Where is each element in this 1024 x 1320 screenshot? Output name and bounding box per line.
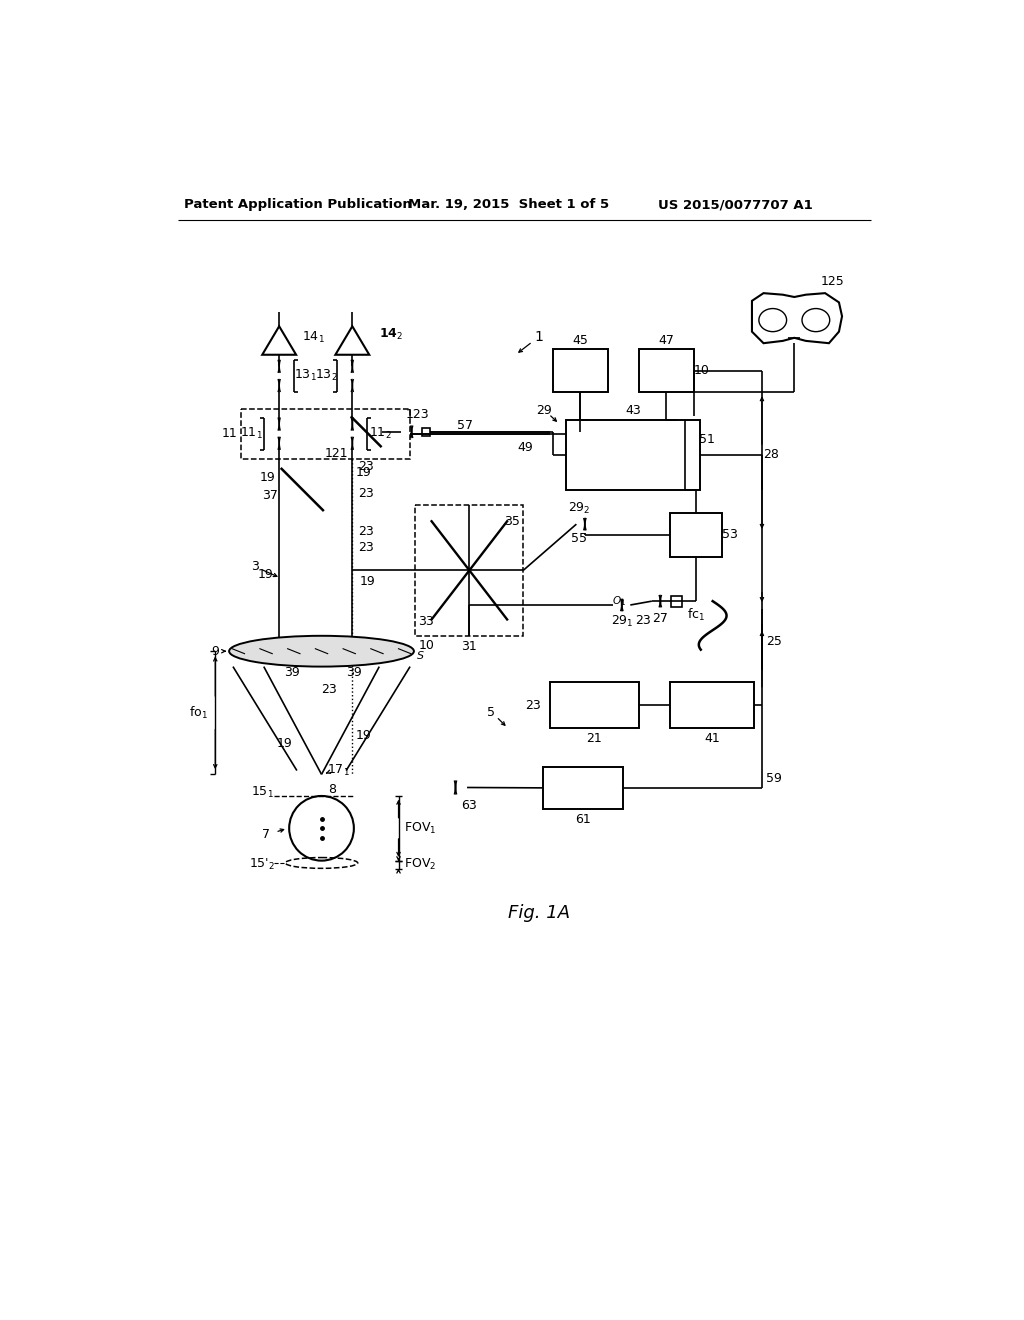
Text: Patent Application Publication: Patent Application Publication [184,198,413,211]
Text: 47: 47 [658,334,675,347]
Text: 125: 125 [821,275,845,288]
Bar [416,506,523,636]
Bar [543,767,624,809]
Text: 43: 43 [625,404,641,417]
Text: 19: 19 [257,568,273,581]
Text: 10: 10 [418,639,434,652]
Text: 11: 11 [222,428,238,440]
Text: 23: 23 [358,459,374,473]
Text: 7: 7 [262,828,270,841]
Text: 37: 37 [262,490,278,502]
Text: 15$_1$: 15$_1$ [251,784,273,800]
Text: 27: 27 [652,611,669,624]
Text: 39: 39 [285,667,300,680]
Text: 5: 5 [487,706,495,719]
Text: 28: 28 [763,449,779,462]
Text: 10: 10 [694,364,710,378]
Text: 25: 25 [766,635,782,648]
Text: 13$_1$: 13$_1$ [294,368,316,384]
Text: 14$_2$: 14$_2$ [379,326,402,342]
Bar [550,682,639,729]
Text: 11$_1$: 11$_1$ [240,426,263,441]
Text: US 2015/0077707 A1: US 2015/0077707 A1 [658,198,813,211]
Text: FOV$_2$: FOV$_2$ [403,857,436,873]
Text: Mar. 19, 2015  Sheet 1 of 5: Mar. 19, 2015 Sheet 1 of 5 [408,198,609,211]
Bar [422,428,430,436]
Text: 63: 63 [462,799,477,812]
Bar [670,512,722,557]
Text: 57: 57 [457,420,473,433]
Bar [671,595,682,607]
Text: 23: 23 [358,541,374,554]
Text: 123: 123 [406,408,430,421]
Text: O$_1$: O$_1$ [612,594,627,609]
Text: 41: 41 [705,733,720,746]
Text: 121: 121 [325,446,349,459]
Text: 15'$_2$: 15'$_2$ [249,857,275,873]
Text: 33: 33 [419,615,434,628]
Text: FOV$_1$: FOV$_1$ [403,821,436,836]
Text: 23: 23 [358,525,374,539]
Ellipse shape [229,636,414,667]
Text: 23: 23 [322,684,337,696]
Text: 19: 19 [359,576,376,589]
Text: fo$_1$: fo$_1$ [188,705,208,721]
Text: 19: 19 [260,471,275,484]
Text: 3: 3 [251,560,259,573]
Text: 29$_2$: 29$_2$ [567,502,590,516]
Text: 1: 1 [535,330,543,345]
Text: fc$_1$: fc$_1$ [687,607,705,623]
Text: 29: 29 [537,404,552,417]
Text: 45: 45 [572,334,588,347]
Text: 59: 59 [766,772,782,785]
Bar [639,350,694,392]
Text: 31: 31 [462,640,477,653]
Text: 61: 61 [575,813,591,826]
Text: 8: 8 [329,783,336,796]
Text: 19: 19 [276,737,293,750]
Text: 19: 19 [356,730,372,742]
Text: 49: 49 [518,441,534,454]
Text: 29$_1$: 29$_1$ [610,614,633,630]
Text: 17$_1$: 17$_1$ [327,763,350,777]
Text: S: S [417,651,424,661]
Text: Fig. 1A: Fig. 1A [508,904,570,921]
Bar [553,350,608,392]
Text: 23: 23 [636,614,651,627]
Text: 14$_1$: 14$_1$ [302,330,326,345]
Text: 11$_2$: 11$_2$ [369,426,391,441]
Text: 23: 23 [525,698,541,711]
Text: 39: 39 [346,667,361,680]
Text: 55: 55 [570,532,587,545]
Bar [241,409,410,459]
Text: 51: 51 [698,433,715,446]
Text: 53: 53 [722,528,737,541]
Text: 9: 9 [211,644,219,657]
Text: 13$_2$: 13$_2$ [314,368,338,384]
Bar [565,420,700,490]
Text: 23: 23 [358,487,374,500]
Text: 35: 35 [505,515,520,528]
Bar [670,682,755,729]
Text: 19: 19 [356,466,372,479]
Text: 21: 21 [587,733,602,746]
